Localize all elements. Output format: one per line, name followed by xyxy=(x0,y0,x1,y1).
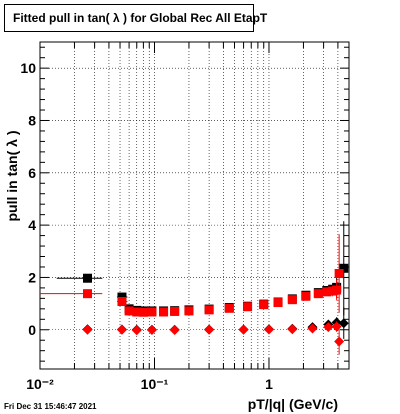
data-point xyxy=(287,295,297,305)
data-point xyxy=(124,306,134,316)
axes: 0 2 4 6 8 10 10⁻² 10⁻¹ 1 xyxy=(20,41,350,392)
data-point xyxy=(83,289,93,299)
data-point xyxy=(204,324,215,335)
data-point xyxy=(238,324,249,335)
data-point xyxy=(116,324,127,335)
y-tick-label: 10 xyxy=(20,60,36,76)
data-point xyxy=(82,324,93,335)
data-marks xyxy=(40,221,349,355)
series-1 xyxy=(40,234,344,317)
y-tick-label: 0 xyxy=(28,322,36,338)
data-point xyxy=(132,307,142,317)
y-tick-label: 4 xyxy=(28,217,36,233)
timestamp: Fri Dec 31 15:46:47 2021 xyxy=(4,402,97,411)
data-point xyxy=(138,307,148,317)
x-axis-label: pT/|q| (GeV/c) xyxy=(247,396,338,412)
y-tick-label: 6 xyxy=(28,165,36,181)
data-point xyxy=(117,297,127,307)
data-point xyxy=(301,291,311,301)
y-tick-label: 2 xyxy=(28,269,36,285)
data-point xyxy=(146,325,157,336)
data-point xyxy=(322,287,332,297)
x-tick-label: 1 xyxy=(265,376,273,392)
data-point xyxy=(147,307,157,317)
grid-lines xyxy=(40,42,349,369)
data-point xyxy=(170,306,180,316)
y-axis-label: pull in tan( λ ) xyxy=(4,130,20,222)
data-point xyxy=(263,324,274,335)
data-point xyxy=(204,305,214,315)
x-tick-label: 10⁻¹ xyxy=(141,376,169,392)
data-point xyxy=(273,298,283,308)
y-tick-label: 8 xyxy=(28,112,36,128)
data-point xyxy=(334,269,344,279)
x-tick-label: 10⁻² xyxy=(26,376,54,392)
data-point xyxy=(313,289,323,299)
data-point xyxy=(334,336,345,347)
data-point xyxy=(307,323,318,334)
data-point xyxy=(131,325,142,336)
plot-frame xyxy=(39,41,350,370)
data-point xyxy=(169,325,180,336)
data-point xyxy=(338,318,349,329)
data-point xyxy=(287,324,298,335)
data-point xyxy=(332,285,342,295)
data-point xyxy=(159,307,169,317)
plot-area xyxy=(40,42,349,369)
series-3 xyxy=(82,321,345,355)
data-point xyxy=(259,300,269,310)
chart-title: Fitted pull in tan( λ ) for Global Rec A… xyxy=(4,4,267,32)
data-point xyxy=(339,263,349,273)
data-point xyxy=(184,306,194,316)
data-point xyxy=(83,273,93,283)
data-point xyxy=(323,322,334,333)
data-point xyxy=(224,303,234,313)
data-point xyxy=(243,302,253,312)
